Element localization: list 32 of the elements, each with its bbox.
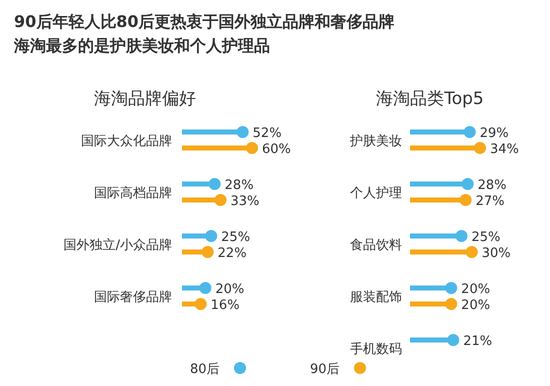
chart-title: 海淘品类Top5	[376, 89, 484, 109]
data-label: 29%	[480, 126, 509, 141]
y-tick-label: 个人护理	[350, 186, 402, 201]
data-label: 27%	[476, 194, 504, 209]
data-label: 28%	[478, 178, 507, 193]
data-label: 34%	[490, 142, 519, 157]
data-label: 52%	[252, 126, 282, 141]
chart-title: 海淘品牌偏好	[94, 89, 196, 109]
data-label: 30%	[482, 246, 511, 261]
y-tick-label: 护肤美妆	[349, 133, 402, 149]
data-label: 16%	[210, 298, 240, 313]
legend-label: 90后	[310, 362, 340, 377]
data-label: 25%	[471, 230, 500, 245]
y-tick-label: 国际高档品牌	[94, 185, 172, 201]
y-tick-label: 食品饮料	[350, 238, 402, 253]
y-tick-label: 国际大众化品牌	[81, 134, 172, 149]
y-tick-label: 服装配饰	[350, 290, 402, 305]
text: 海淘最多的是护肤美妆和个人护理品	[13, 36, 270, 55]
text: 90后年轻人比80后更热衷于国外独立品牌和奢侈品牌	[14, 12, 395, 31]
data-label: 60%	[262, 142, 291, 157]
data-label: 21%	[463, 334, 492, 349]
data-label: 20%	[461, 282, 490, 297]
data-label: 20%	[215, 282, 244, 297]
y-tick-label: 国外独立/小众品牌	[64, 237, 172, 253]
data-label: 33%	[230, 194, 260, 209]
y-tick-label: 国际奢侈品牌	[94, 290, 172, 305]
data-label: 22%	[218, 246, 247, 261]
data-label: 28%	[224, 178, 254, 193]
y-tick-label: 手机数码	[350, 342, 402, 357]
legend-label: 80后	[190, 362, 220, 377]
data-label: 20%	[461, 298, 490, 313]
data-label: 25%	[221, 230, 250, 245]
